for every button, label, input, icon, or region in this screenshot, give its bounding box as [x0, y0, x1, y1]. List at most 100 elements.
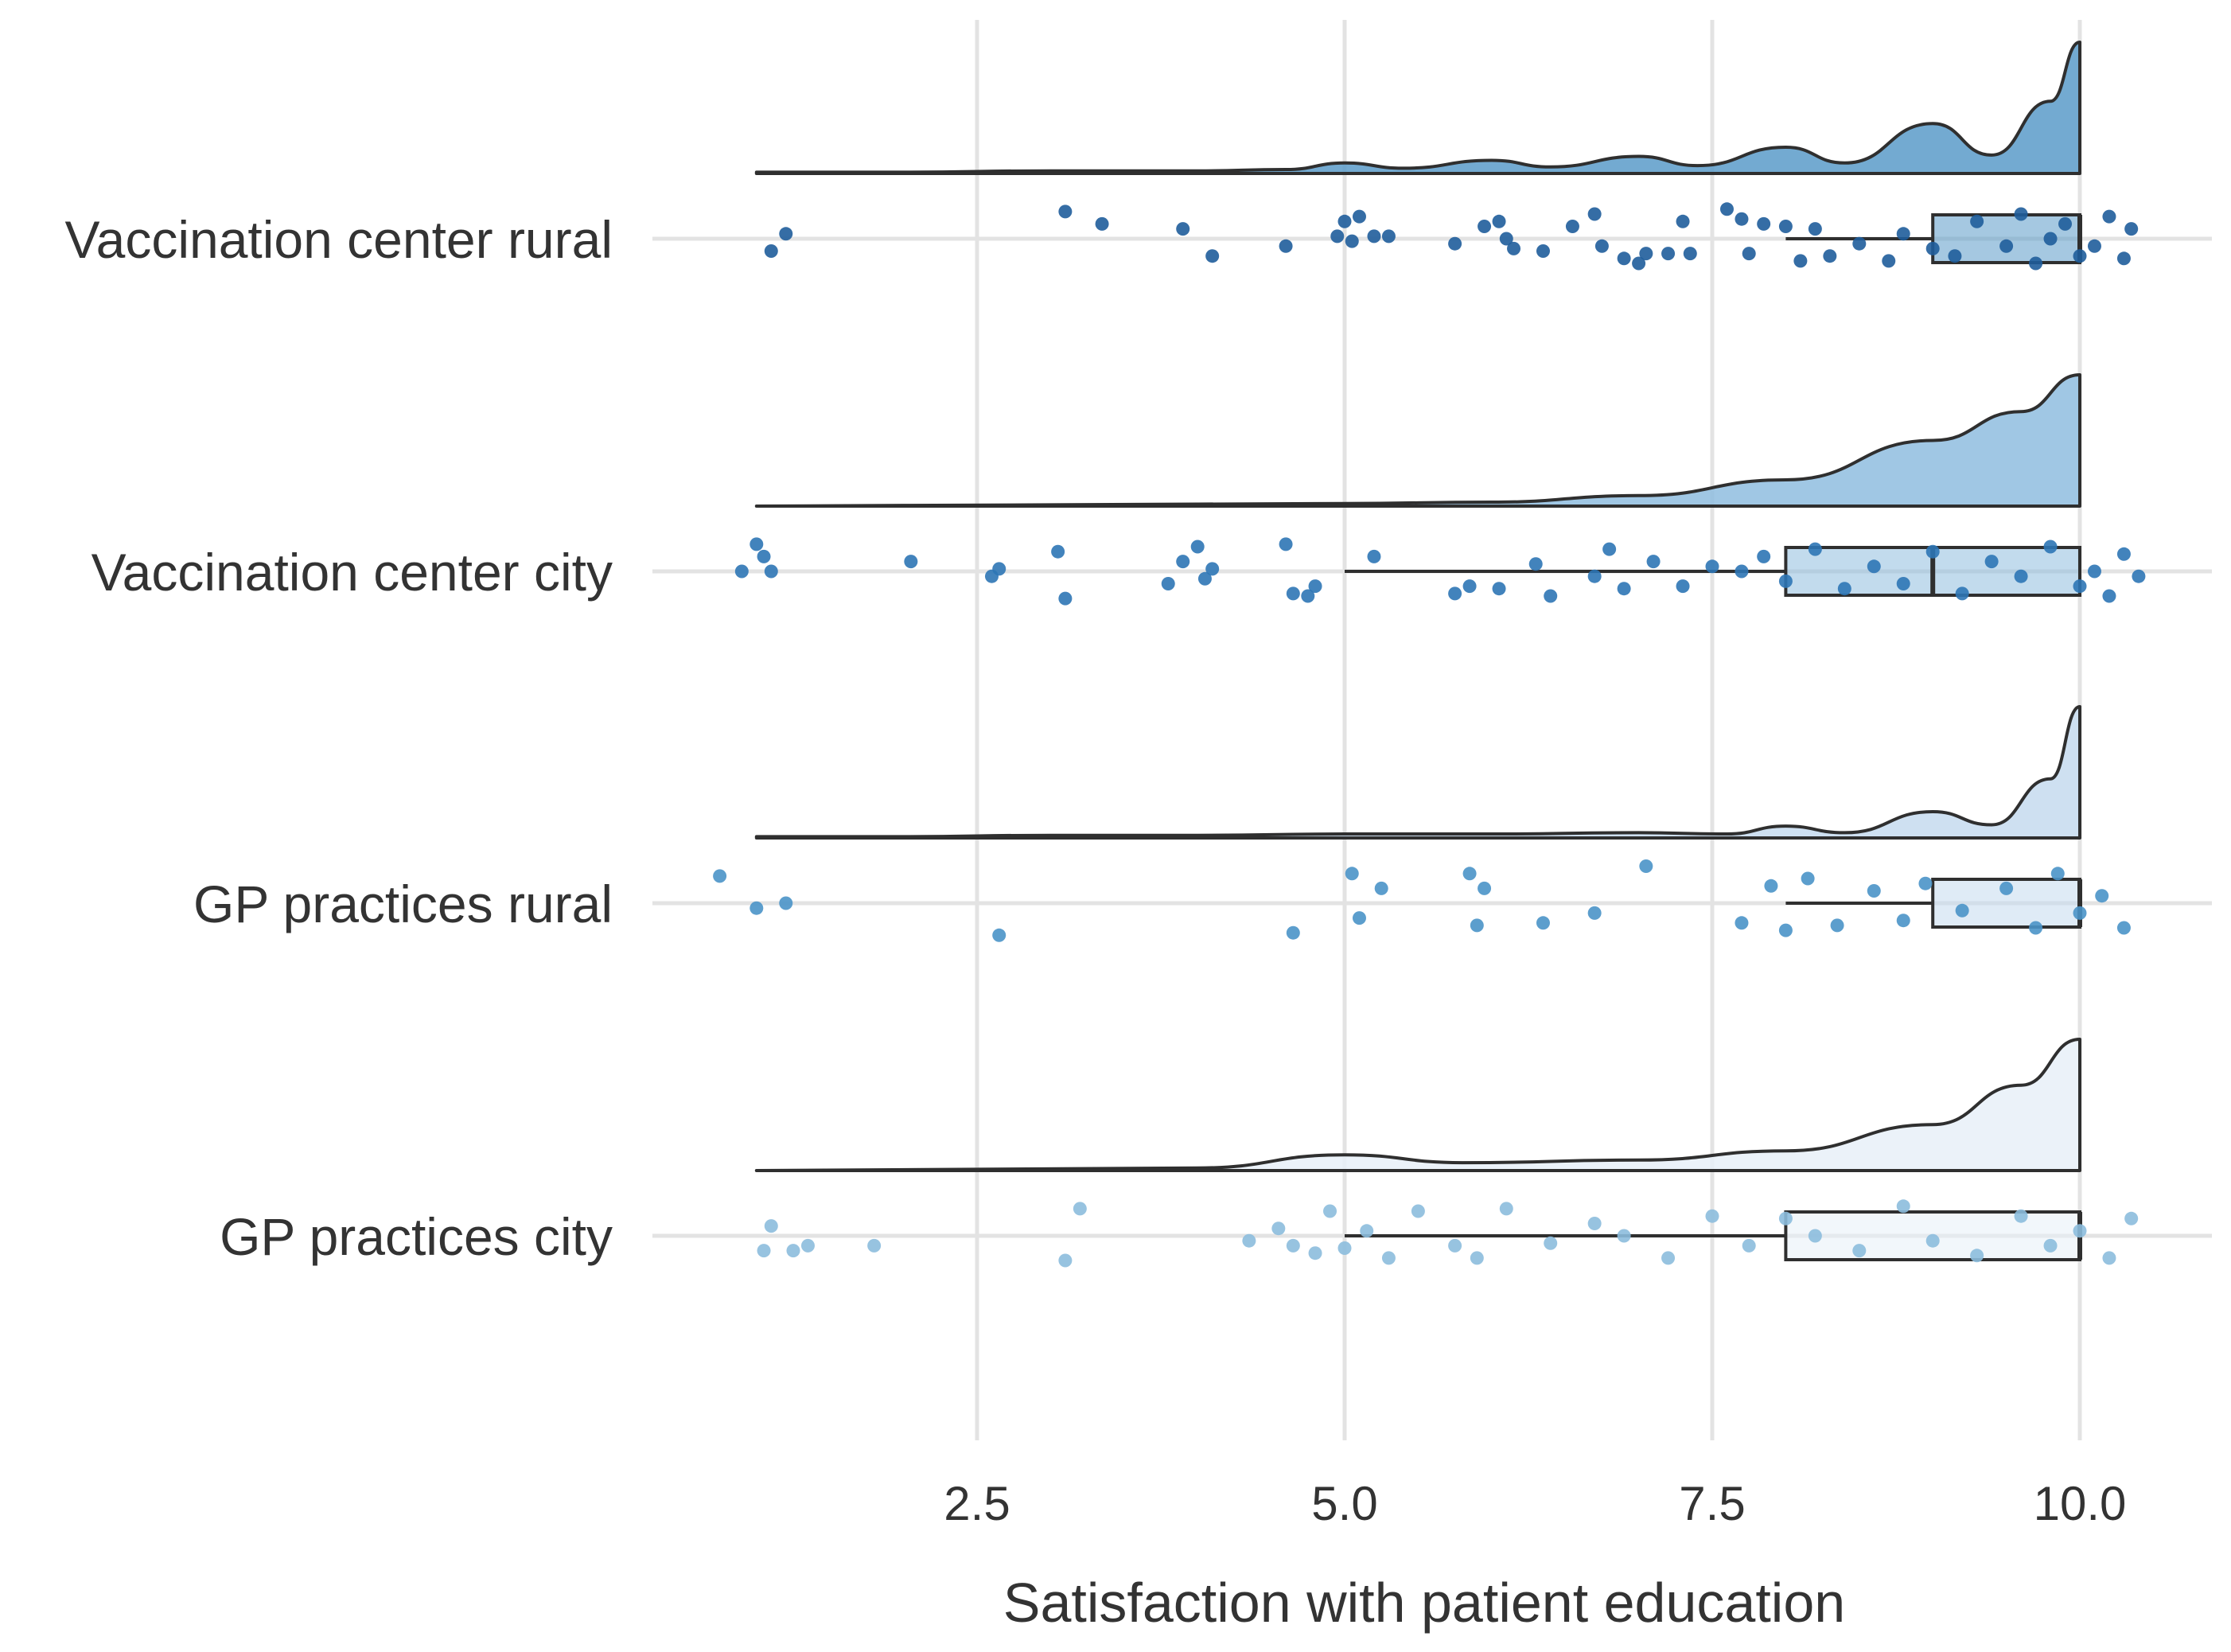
- jitter-points: [713, 202, 2146, 1268]
- data-point: [1470, 1251, 1484, 1265]
- data-point: [1632, 256, 1646, 271]
- data-point: [1925, 1233, 1940, 1248]
- data-point: [1345, 867, 1359, 881]
- data-point: [1778, 1211, 1793, 1225]
- data-point: [1337, 214, 1352, 228]
- data-point: [1948, 249, 1962, 263]
- data-point: [1639, 859, 1653, 873]
- data-point: [1286, 1238, 1300, 1253]
- category-label: GP practices city: [220, 1207, 613, 1266]
- data-point: [713, 869, 727, 883]
- data-point: [1661, 247, 1676, 261]
- data-point: [1374, 881, 1388, 895]
- data-point: [1051, 544, 1065, 559]
- data-point: [2029, 256, 2043, 271]
- data-point: [1478, 881, 1492, 895]
- data-point: [2116, 251, 2131, 266]
- data-point: [1764, 879, 1778, 893]
- data-point: [992, 928, 1006, 942]
- data-point: [1801, 871, 1815, 886]
- data-point: [2043, 540, 2058, 554]
- data-point: [2124, 222, 2139, 236]
- x-tick-label: 7.5: [1679, 1477, 1745, 1530]
- data-point: [1337, 1241, 1352, 1255]
- data-point: [1190, 540, 1205, 554]
- data-point: [1286, 925, 1300, 940]
- data-point: [1536, 244, 1550, 258]
- data-point: [1676, 214, 1690, 228]
- data-point: [1867, 884, 1881, 898]
- data-point: [1735, 564, 1749, 579]
- x-axis-title: Satisfaction with patient education: [1003, 1572, 1845, 1634]
- data-point: [757, 549, 771, 563]
- data-point: [1271, 1221, 1286, 1236]
- data-point: [1058, 591, 1073, 606]
- data-point: [764, 244, 778, 258]
- data-point: [1852, 1244, 1867, 1258]
- data-point: [2116, 921, 2131, 935]
- data-point: [1742, 1238, 1756, 1253]
- data-point: [1757, 216, 1771, 231]
- data-point: [1830, 918, 1844, 933]
- data-point: [1999, 881, 2014, 895]
- data-point: [1925, 241, 1940, 255]
- data-point: [1852, 236, 1867, 251]
- data-point: [1639, 247, 1653, 261]
- data-point: [1352, 209, 1366, 224]
- data-point: [1955, 586, 1969, 601]
- data-point: [1602, 542, 1617, 556]
- data-point: [1896, 577, 1910, 590]
- data-point: [1176, 222, 1190, 236]
- data-point: [2014, 207, 2028, 221]
- data-point: [1197, 571, 1212, 586]
- data-point: [2102, 589, 2116, 603]
- data-point: [1462, 867, 1477, 881]
- data-point: [750, 901, 764, 915]
- data-point: [764, 564, 778, 579]
- data-point: [2132, 569, 2146, 583]
- data-point: [1705, 559, 1719, 574]
- data-point: [1808, 542, 1822, 556]
- data-point: [1587, 569, 1602, 583]
- data-point: [2043, 232, 2058, 246]
- data-point: [2087, 239, 2101, 253]
- data-point: [1565, 220, 1579, 233]
- data-point: [1882, 254, 1896, 268]
- data-point: [1925, 544, 1940, 559]
- data-point: [734, 564, 749, 579]
- data-point: [1918, 876, 1933, 890]
- data-point: [2073, 249, 2087, 263]
- data-point: [1778, 220, 1793, 233]
- data-point: [1808, 222, 1822, 236]
- data-point: [779, 227, 793, 241]
- data-point: [779, 896, 793, 910]
- data-point: [1617, 582, 1631, 596]
- data-point: [1778, 574, 1793, 588]
- category-labels: Vaccination center rural Vaccination cent…: [65, 210, 613, 1266]
- data-point: [1286, 586, 1300, 601]
- data-point: [1367, 549, 1381, 563]
- data-point: [1301, 589, 1315, 603]
- data-point: [1793, 254, 1808, 268]
- density-cloud: [754, 1038, 2081, 1172]
- data-point: [1176, 555, 1190, 569]
- data-point: [1161, 577, 1175, 590]
- data-point: [786, 1244, 800, 1258]
- category-label: Vaccination center rural: [65, 210, 613, 269]
- data-point: [1757, 549, 1771, 563]
- data-point: [1735, 212, 1749, 226]
- data-point: [1970, 214, 1984, 228]
- data-point: [1544, 1236, 1558, 1250]
- data-point: [1837, 582, 1851, 596]
- data-point: [750, 537, 764, 551]
- data-point: [2029, 921, 2043, 935]
- data-point: [1205, 562, 1220, 576]
- data-point: [1735, 916, 1749, 930]
- data-point: [2116, 547, 2131, 561]
- data-point: [1381, 1251, 1396, 1265]
- data-point: [1470, 918, 1484, 933]
- data-point: [2058, 216, 2073, 231]
- data-point: [1617, 1229, 1631, 1243]
- data-point: [1073, 1202, 1087, 1216]
